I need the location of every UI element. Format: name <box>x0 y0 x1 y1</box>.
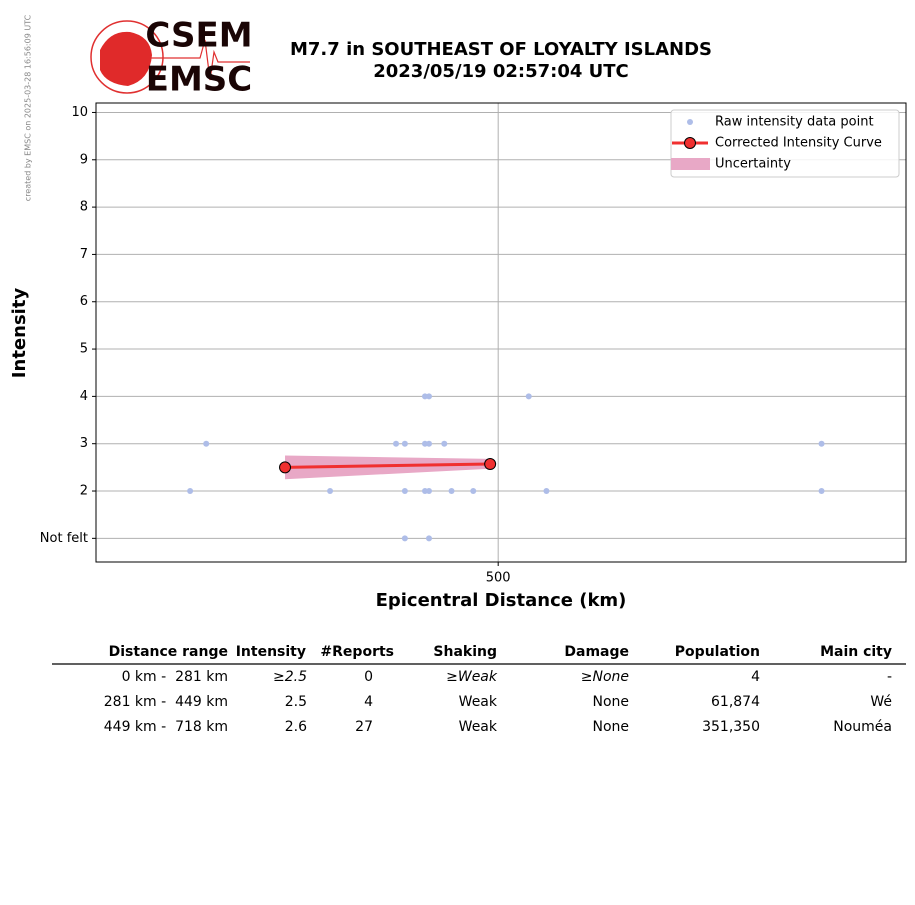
data-point <box>818 440 825 447</box>
table-cell: ≥2.5 <box>273 669 307 685</box>
table-cell: Nouméa <box>833 719 892 735</box>
chart-title: 2023/05/19 02:57:04 UTC <box>373 61 629 82</box>
y-tick-label: 3 <box>80 436 88 451</box>
y-tick-label: 6 <box>80 294 88 309</box>
table-cell: Wé <box>870 694 892 710</box>
y-tick-label: 2 <box>80 484 88 499</box>
data-point <box>426 440 433 447</box>
data-point <box>448 488 455 495</box>
x-tick-label: 500 <box>486 571 511 586</box>
uncertainty-band <box>285 455 491 480</box>
legend: Raw intensity data point Corrected Intens… <box>670 109 900 178</box>
plot-frame <box>95 102 907 563</box>
x-axis-label: Epicentral Distance (km) <box>376 590 627 611</box>
table-header: Intensity <box>236 644 306 660</box>
table-header: #Reports <box>320 644 394 660</box>
y-tick-label: 9 <box>80 152 88 167</box>
logo-wave <box>150 39 250 81</box>
data-point <box>525 393 532 400</box>
logo-ring <box>90 20 164 94</box>
curve-marker <box>279 461 292 474</box>
data-point <box>470 488 477 495</box>
table-cell: None <box>592 719 629 735</box>
table-header: Distance range <box>109 644 228 660</box>
legend-label: Uncertainty <box>715 157 791 172</box>
chart-title: M7.7 in SOUTHEAST OF LOYALTY ISLANDS <box>290 39 712 60</box>
table-cell: ≥Weak <box>446 669 498 685</box>
data-point <box>187 488 194 495</box>
table-cell: Weak <box>459 694 498 710</box>
data-point <box>393 440 400 447</box>
legend-label: Corrected Intensity Curve <box>715 136 882 151</box>
data-point <box>426 393 433 400</box>
legend-marker <box>687 119 693 125</box>
table-cell: 27 <box>355 719 373 735</box>
table-header: Damage <box>564 644 629 660</box>
table-cell: ≥None <box>581 669 629 685</box>
table-cell: 2.6 <box>285 719 307 735</box>
y-tick-label: 10 <box>71 105 88 120</box>
table-cell: 0 km - 281 km <box>122 669 228 685</box>
table-cell: 4 <box>364 694 373 710</box>
logo-text: CSEM <box>145 16 252 56</box>
logo: CSEM EMSC <box>90 16 253 100</box>
data-point <box>818 488 825 495</box>
data-point <box>401 535 408 542</box>
data-point <box>421 488 428 495</box>
table-cell: 351,350 <box>702 719 760 735</box>
credit: created by EMSC on 2025-03-28 16:56:09 U… <box>24 14 33 201</box>
table-cell: 281 km - 449 km <box>104 694 228 710</box>
y-tick-label: 7 <box>80 247 88 262</box>
y-tick-label: 8 <box>80 200 88 215</box>
table-cell: - <box>887 669 892 685</box>
table-header: Population <box>675 644 760 660</box>
legend-box <box>670 109 900 178</box>
y-tick-label: 4 <box>80 389 88 404</box>
y-tick-label: 5 <box>80 342 88 357</box>
legend-marker <box>671 158 710 170</box>
table-header: Shaking <box>433 644 497 660</box>
table-cell: 61,874 <box>711 694 760 710</box>
table-cell: Weak <box>459 719 498 735</box>
logo-map <box>100 31 152 86</box>
table-cell: 4 <box>751 669 760 685</box>
logo-text: EMSC <box>146 60 253 100</box>
legend-marker <box>684 137 696 149</box>
curve-marker <box>484 458 497 471</box>
legend-label: Raw intensity data point <box>715 115 874 130</box>
y-tick-label: Not felt <box>40 531 88 546</box>
data-point <box>401 488 408 495</box>
data-point <box>426 535 433 542</box>
data-point <box>401 440 408 447</box>
table-cell: 449 km - 718 km <box>104 719 228 735</box>
table-cell: None <box>592 694 629 710</box>
y-axis-label: Intensity <box>9 288 30 379</box>
table-header: Main city <box>820 644 892 660</box>
data-point <box>327 488 334 495</box>
table-cell: 2.5 <box>285 694 307 710</box>
table-cell: 0 <box>364 669 373 685</box>
data-point <box>441 440 448 447</box>
data-point <box>203 440 210 447</box>
curve <box>285 462 491 469</box>
data-point <box>543 488 550 495</box>
